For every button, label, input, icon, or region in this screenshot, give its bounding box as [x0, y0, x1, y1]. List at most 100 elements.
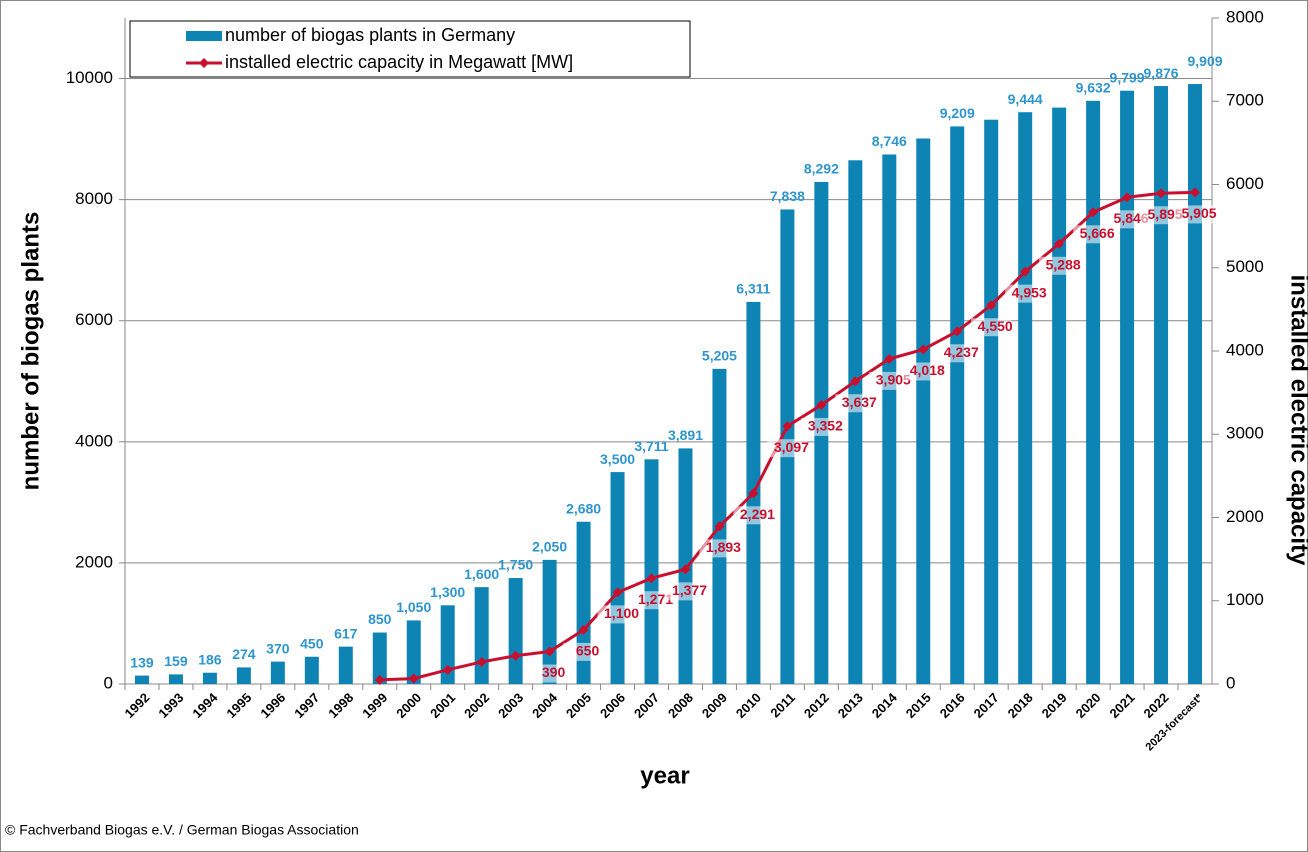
- line-marker: [1122, 192, 1133, 203]
- line-label-box: [597, 605, 638, 624]
- y2-tick-label: 4000: [1226, 340, 1264, 359]
- x-tick-label: 2018: [1005, 690, 1036, 721]
- x-tick-label: 2013: [835, 690, 866, 721]
- bar: [202, 672, 217, 684]
- legend-label: installed electric capacity in Megawatt …: [225, 52, 573, 72]
- x-tick-label: 2009: [699, 690, 730, 721]
- line-label: 650: [576, 643, 600, 659]
- line-marker: [476, 656, 487, 667]
- y2-tick-label: 2000: [1226, 507, 1264, 526]
- x-tick-label: 1996: [257, 690, 288, 721]
- bar: [1086, 100, 1101, 685]
- bar: [1188, 84, 1203, 684]
- line-marker: [510, 650, 521, 661]
- y2-tick-label: 6000: [1226, 174, 1264, 193]
- bar-label: 7,838: [770, 188, 805, 204]
- line-marker: [544, 646, 555, 657]
- x-tick-label: 2001: [427, 690, 458, 721]
- bar-label: 186: [198, 651, 222, 667]
- line-marker: [986, 300, 997, 311]
- bar-label: 1,050: [396, 599, 431, 615]
- x-tick-label: 2010: [733, 690, 764, 721]
- bar-label: 274: [232, 646, 256, 662]
- line-label-box: [699, 539, 740, 558]
- y-tick-label: 6000: [75, 310, 113, 329]
- bar: [338, 646, 353, 684]
- bar: [848, 160, 863, 685]
- bar: [984, 119, 999, 684]
- x-tick-label: 2004: [529, 689, 561, 721]
- x-tick-label: 2022: [1141, 690, 1172, 721]
- x-tick-label: 2012: [801, 690, 832, 721]
- line-label-box: [835, 394, 876, 413]
- line-marker: [714, 521, 725, 532]
- legend-marker: [199, 58, 209, 68]
- legend-swatch: [186, 31, 222, 41]
- bar-label: 2,050: [532, 539, 567, 555]
- bar-label: 9,632: [1076, 80, 1111, 96]
- bar: [950, 126, 965, 685]
- bar-label: 617: [334, 625, 358, 641]
- bar-label: 1,300: [430, 584, 465, 600]
- bar: [270, 661, 285, 684]
- y2-tick-label: 7000: [1226, 91, 1264, 110]
- line-label: 390: [542, 664, 566, 680]
- bar-label: 1,600: [464, 566, 499, 582]
- line-marker: [884, 353, 895, 364]
- line-label: 1,100: [604, 605, 639, 621]
- line-label-box: [1175, 205, 1216, 224]
- y2-tick-label: 8000: [1226, 7, 1264, 26]
- bar: [644, 459, 659, 684]
- x-tick-label: 1992: [121, 690, 152, 721]
- line-label: 5,895: [1148, 206, 1183, 222]
- bar-label: 3,500: [600, 451, 635, 467]
- line-label-box: [971, 318, 1012, 337]
- line-label-box: [733, 506, 774, 525]
- x-tick-label: 2008: [665, 690, 696, 721]
- x-tick-label: 2015: [903, 690, 934, 721]
- bar: [406, 620, 421, 684]
- y2-tick-label: 3000: [1226, 424, 1264, 443]
- line-label: 4,018: [910, 362, 945, 378]
- bar: [916, 138, 931, 684]
- legend-label: number of biogas plants in Germany: [225, 25, 515, 45]
- x-tick-label: 2021: [1107, 690, 1138, 721]
- x-tick-label: 2019: [1039, 690, 1070, 721]
- line-label: 3,097: [774, 439, 809, 455]
- y2-tick-label: 1000: [1226, 590, 1264, 609]
- line-label: 1,271: [638, 591, 673, 607]
- bar-label: 850: [368, 611, 392, 627]
- bar-label: 159: [164, 653, 188, 669]
- bar: [1154, 86, 1169, 684]
- x-tick-label: 2007: [631, 690, 662, 721]
- bar: [508, 578, 523, 684]
- bar: [236, 667, 251, 684]
- line-marker: [1156, 188, 1167, 199]
- bar: [882, 154, 897, 684]
- bar-label: 9,799: [1110, 69, 1145, 85]
- line-marker: [1054, 238, 1065, 249]
- line-label-box: [1005, 284, 1046, 303]
- line-label: 1,377: [672, 582, 707, 598]
- y2-tick-label: 0: [1226, 673, 1235, 692]
- bar-label: 370: [266, 640, 290, 656]
- line-label: 2,291: [740, 506, 775, 522]
- line-label-box: [801, 417, 842, 436]
- x-tick-label: 2006: [597, 690, 628, 721]
- line-label-box: [869, 371, 910, 390]
- x-tick-label: 2003: [495, 690, 526, 721]
- x-tick-label: 2005: [563, 690, 594, 721]
- bar-label: 2,680: [566, 500, 601, 516]
- x-tick-label: 1998: [325, 690, 356, 721]
- bar-label: 3,711: [634, 438, 668, 454]
- line-label: 4,550: [978, 318, 1013, 334]
- line-marker: [646, 573, 657, 584]
- x-tick-label: 2014: [869, 689, 901, 721]
- bar: [474, 587, 489, 684]
- x-tick-label: 2020: [1073, 690, 1104, 721]
- line-label-box: [631, 591, 672, 610]
- line-marker: [612, 587, 623, 598]
- source: © Fachverband Biogas e.V. / German Bioga…: [5, 822, 359, 838]
- line-marker: [374, 674, 385, 685]
